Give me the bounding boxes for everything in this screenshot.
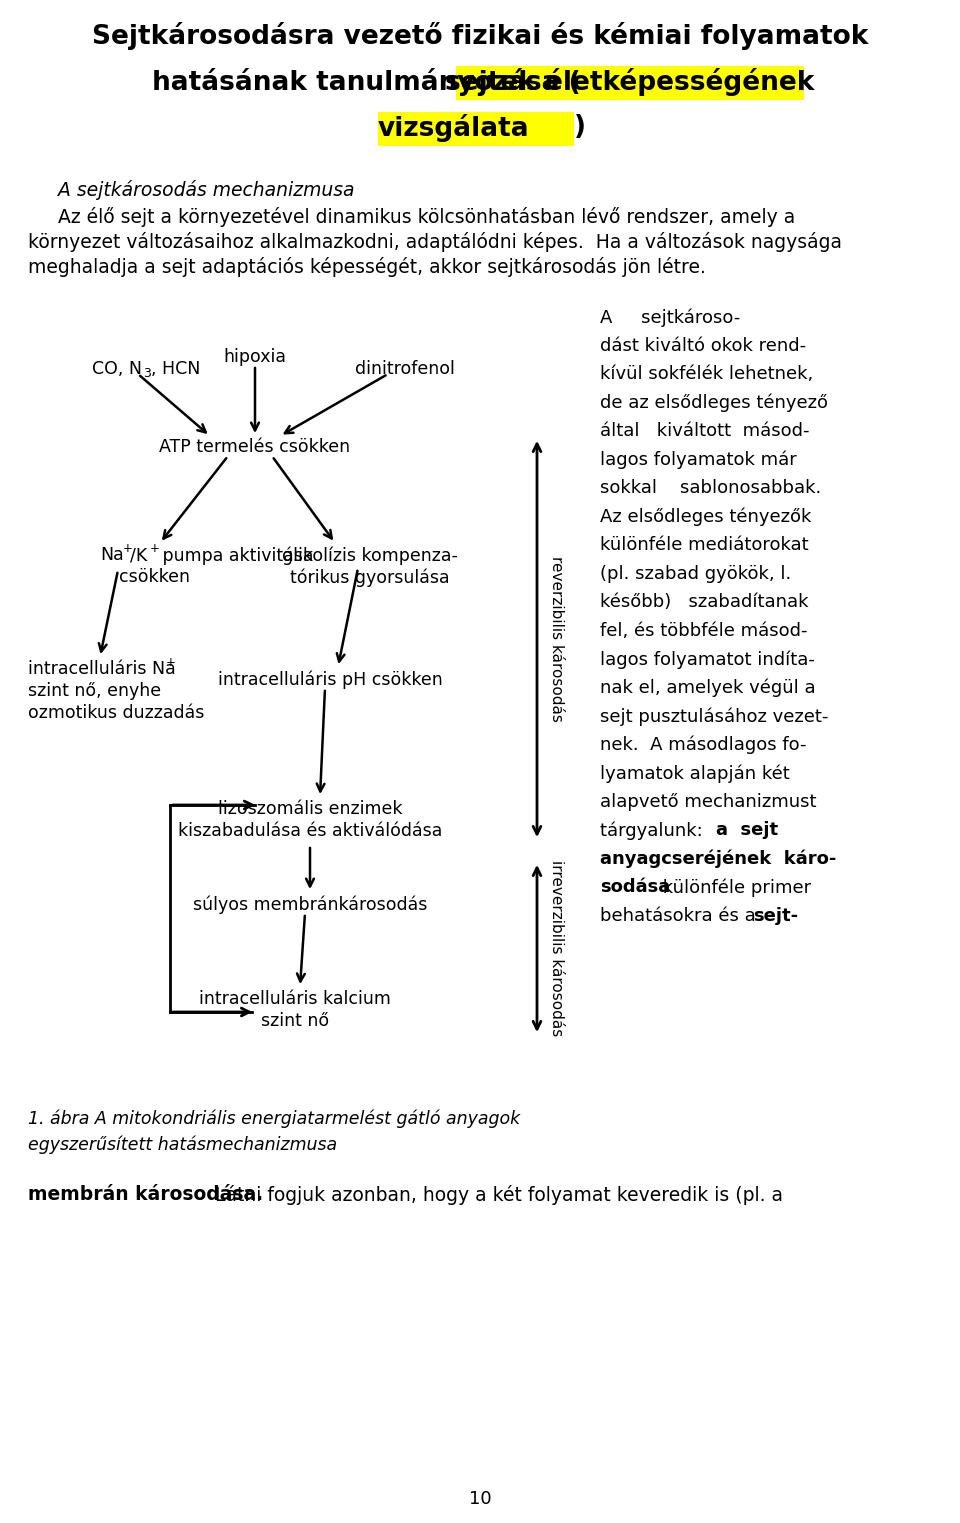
Text: környezet változásaihoz alkalmazkodni, adaptálódni képes.  Ha a változások nagys: környezet változásaihoz alkalmazkodni, a… bbox=[28, 231, 842, 251]
Text: alapvető mechanizmust: alapvető mechanizmust bbox=[600, 792, 817, 810]
Text: dást kiváltó okok rend-: dást kiváltó okok rend- bbox=[600, 337, 806, 355]
Text: ozmotikus duzzadás: ozmotikus duzzadás bbox=[28, 704, 204, 722]
Text: +: + bbox=[123, 542, 132, 554]
Text: +: + bbox=[166, 656, 176, 669]
Text: meghaladja a sejt adaptációs képességét, akkor sejtkárosodás jön létre.: meghaladja a sejt adaptációs képességét,… bbox=[28, 257, 706, 277]
Text: pumpa aktivitása: pumpa aktivitása bbox=[157, 547, 314, 565]
Text: Na: Na bbox=[100, 547, 124, 564]
Text: 1. ábra A mitokondriális energiatarmelést gátló anyagok: 1. ábra A mitokondriális energiatarmelés… bbox=[28, 1110, 520, 1129]
Text: súlyos membránkárosodás: súlyos membránkárosodás bbox=[193, 896, 427, 914]
Text: glikolízis kompenza-: glikolízis kompenza- bbox=[282, 547, 458, 565]
Text: reverzibilis károsodás: reverzibilis károsodás bbox=[549, 556, 564, 722]
Text: A     sejtkároso-: A sejtkároso- bbox=[600, 308, 740, 326]
Text: sokkal    sablonosabbak.: sokkal sablonosabbak. bbox=[600, 480, 821, 496]
Text: membrán károsodása.: membrán károsodása. bbox=[28, 1185, 263, 1205]
Text: Sejtkárosodásra vezető fizikai és kémiai folyamatok: Sejtkárosodásra vezető fizikai és kémiai… bbox=[92, 21, 868, 50]
Text: intracelluláris pH csökken: intracelluláris pH csökken bbox=[218, 670, 443, 688]
Text: CO, N: CO, N bbox=[92, 359, 142, 378]
Text: által   kiváltott  másod-: által kiváltott másod- bbox=[600, 422, 809, 440]
Text: kívül sokfélék lehetnek,: kívül sokfélék lehetnek, bbox=[600, 366, 813, 382]
Text: hipoxia: hipoxia bbox=[224, 347, 286, 366]
Text: intracelluláris Na: intracelluláris Na bbox=[28, 659, 176, 678]
Text: lyamatok alapján két: lyamatok alapján két bbox=[600, 765, 790, 783]
Text: (pl. szabad gyökök, l.: (pl. szabad gyökök, l. bbox=[600, 565, 791, 582]
Text: 3: 3 bbox=[143, 367, 151, 381]
Text: +: + bbox=[150, 542, 160, 554]
Text: csökken: csökken bbox=[119, 568, 190, 586]
Text: különféle mediátorokat: különféle mediátorokat bbox=[600, 536, 808, 554]
Text: kiszabadulása és aktiválódása: kiszabadulása és aktiválódása bbox=[178, 822, 443, 841]
Text: szint nő: szint nő bbox=[261, 1011, 329, 1030]
Text: dinitrofenol: dinitrofenol bbox=[355, 359, 455, 378]
Text: sejt pusztulásához vezet-: sejt pusztulásához vezet- bbox=[600, 707, 828, 725]
Text: lizoszomális enzimek: lizoszomális enzimek bbox=[218, 800, 402, 818]
Text: nek.  A másodlagos fo-: nek. A másodlagos fo- bbox=[600, 736, 806, 754]
Text: ATP termelés csökken: ATP termelés csökken bbox=[159, 439, 350, 455]
Text: egyszerűsített hatásmechanizmusa: egyszerűsített hatásmechanizmusa bbox=[28, 1135, 337, 1153]
Text: vizsgálata: vizsgálata bbox=[378, 114, 530, 142]
Text: sodása: sodása bbox=[600, 877, 670, 896]
Text: szint nő, enyhe: szint nő, enyhe bbox=[28, 682, 161, 701]
Text: intracelluláris kalcium: intracelluláris kalcium bbox=[199, 990, 391, 1008]
Text: Az elsődleges tényezők: Az elsődleges tényezők bbox=[600, 507, 811, 525]
FancyBboxPatch shape bbox=[378, 113, 574, 146]
Text: hatásának tanulmányozása (: hatásának tanulmányozása ( bbox=[152, 69, 581, 96]
Text: , HCN: , HCN bbox=[151, 359, 201, 378]
Text: lagos folyamatot indíta-: lagos folyamatot indíta- bbox=[600, 650, 815, 669]
Text: Látni fogjuk azonban, hogy a két folyamat keveredik is (pl. a: Látni fogjuk azonban, hogy a két folyama… bbox=[203, 1185, 783, 1205]
Text: irreverzibilis károsodás: irreverzibilis károsodás bbox=[549, 860, 564, 1037]
Text: anyagcseréjének  káro-: anyagcseréjének káro- bbox=[600, 850, 836, 868]
Text: /K: /K bbox=[130, 547, 147, 564]
Text: behatásokra és a: behatásokra és a bbox=[600, 906, 761, 924]
Text: nak el, amelyek végül a: nak el, amelyek végül a bbox=[600, 679, 816, 698]
Text: különféle primer: különféle primer bbox=[657, 877, 811, 897]
Text: sejt-: sejt- bbox=[753, 906, 798, 924]
Text: ): ) bbox=[574, 114, 586, 140]
Text: lagos folyamatok már: lagos folyamatok már bbox=[600, 451, 797, 469]
Text: tárgyalunk:: tárgyalunk: bbox=[600, 821, 714, 839]
Text: de az elsődleges tényező: de az elsődleges tényező bbox=[600, 393, 828, 413]
FancyBboxPatch shape bbox=[456, 65, 804, 101]
Text: a  sejt: a sejt bbox=[716, 821, 779, 839]
Text: A sejtkárosodás mechanizmusa: A sejtkárosodás mechanizmusa bbox=[58, 180, 354, 200]
Text: 10: 10 bbox=[468, 1489, 492, 1508]
Text: sejtek életképességének: sejtek életképességének bbox=[445, 69, 815, 96]
Text: később)   szabadítanak: később) szabadítanak bbox=[600, 592, 808, 611]
Text: tórikus gyorsulása: tórikus gyorsulása bbox=[290, 568, 450, 586]
Text: Az élő sejt a környezetével dinamikus kölcsönhatásban lévő rendszer, amely a: Az élő sejt a környezetével dinamikus kö… bbox=[58, 207, 795, 227]
Text: fel, és többféle másod-: fel, és többféle másod- bbox=[600, 621, 807, 640]
